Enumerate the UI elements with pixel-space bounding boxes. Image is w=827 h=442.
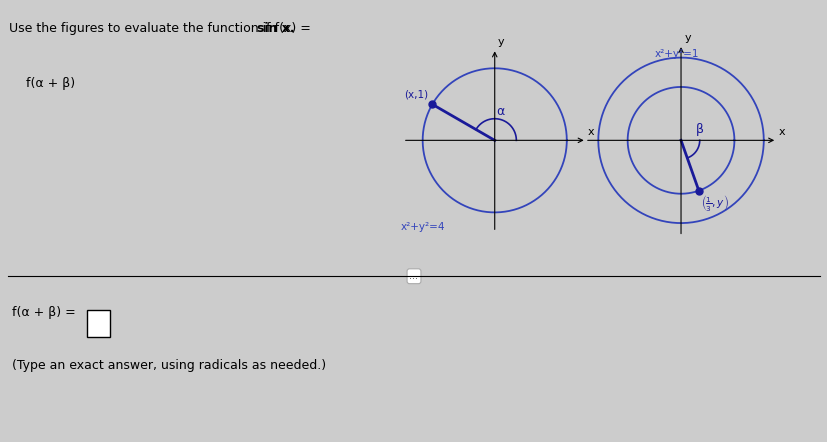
Text: (x,1): (x,1) bbox=[404, 90, 428, 100]
Text: $\left(\frac{1}{3},y\right)$: $\left(\frac{1}{3},y\right)$ bbox=[700, 193, 729, 213]
Text: f(α + β) =: f(α + β) = bbox=[12, 306, 76, 319]
Text: y: y bbox=[683, 33, 690, 43]
Text: α: α bbox=[496, 105, 504, 118]
Text: f(α + β): f(α + β) bbox=[26, 77, 75, 90]
Text: ...: ... bbox=[409, 271, 418, 281]
FancyBboxPatch shape bbox=[87, 310, 110, 337]
Text: x: x bbox=[587, 127, 594, 137]
Text: y: y bbox=[497, 38, 504, 47]
Text: Use the figures to evaluate the function if f(x) =: Use the figures to evaluate the function… bbox=[8, 22, 314, 35]
Text: sin x.: sin x. bbox=[257, 22, 294, 35]
Text: x: x bbox=[777, 127, 784, 137]
Text: β: β bbox=[696, 123, 703, 136]
Text: (Type an exact answer, using radicals as needed.): (Type an exact answer, using radicals as… bbox=[12, 359, 326, 372]
Text: x²+y²=1: x²+y²=1 bbox=[653, 49, 698, 58]
Text: x²+y²=4: x²+y²=4 bbox=[400, 222, 445, 232]
